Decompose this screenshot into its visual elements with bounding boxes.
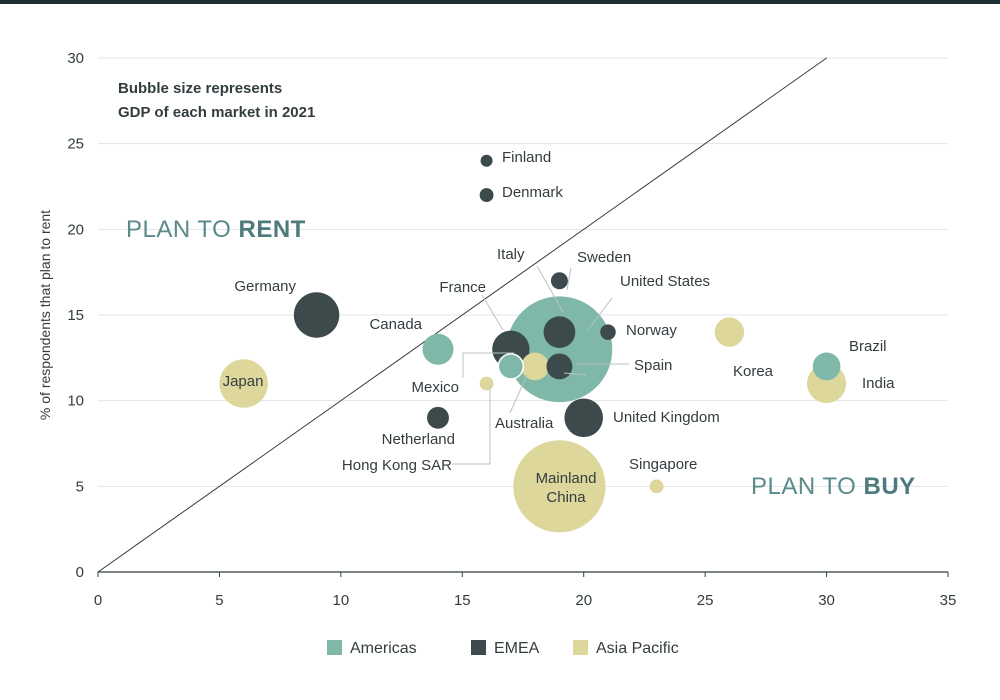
leader-line-5 xyxy=(462,352,514,378)
x-tick-label-15: 15 xyxy=(454,592,471,609)
leader-lines xyxy=(452,265,629,465)
data-label-germany: Germany xyxy=(234,278,296,295)
data-label-united-kingdom: United Kingdom xyxy=(613,409,720,426)
region-buy-strong: BUY xyxy=(864,473,916,500)
top-rule xyxy=(0,0,1000,4)
y-axis-label: % of respondents that plan to rent xyxy=(37,210,53,420)
legend: Americas EMEA Asia Pacific xyxy=(327,640,679,657)
legend-label-asia-pacific: Asia Pacific xyxy=(596,640,679,657)
bubble-mainland-china xyxy=(513,440,606,533)
bubbles xyxy=(219,154,847,533)
legend-label-emea: EMEA xyxy=(494,640,540,657)
data-label-part: China xyxy=(546,489,586,506)
data-label-korea: Korea xyxy=(733,363,774,380)
y-tick-label-30: 30 xyxy=(67,50,84,67)
bubble-netherland xyxy=(427,406,449,429)
x-tick-label-35: 35 xyxy=(940,592,957,609)
x-tick-label-10: 10 xyxy=(333,592,350,609)
region-label-rent: PLAN TO RENT xyxy=(126,216,306,243)
note-line-2: GDP of each market in 2021 xyxy=(118,104,315,121)
bubble-united-kingdom xyxy=(564,398,604,438)
data-label-italy: Italy xyxy=(497,246,525,263)
data-label-france: France xyxy=(439,279,486,296)
y-tick-label-5: 5 xyxy=(76,478,84,495)
data-label-denmark: Denmark xyxy=(502,184,563,201)
axes: 0 5 10 15 20 25 30 0 5 10 15 20 25 30 35 xyxy=(67,50,956,609)
diagonal-y-equals-x xyxy=(97,57,827,573)
x-tick-label-0: 0 xyxy=(94,592,102,609)
region-rent-prefix: PLAN TO xyxy=(126,216,239,243)
bubble-korea xyxy=(714,317,745,347)
leader-line-3 xyxy=(481,294,504,331)
note-line-1: Bubble size represents xyxy=(118,80,282,97)
bubble-singapore xyxy=(649,479,664,494)
bubble-denmark xyxy=(479,188,494,202)
bubble-mexico xyxy=(497,353,525,380)
bubble-finland xyxy=(480,154,493,167)
region-buy-prefix: PLAN TO xyxy=(751,473,864,500)
leader-line-6 xyxy=(509,374,528,414)
data-label-spain: Spain xyxy=(634,357,672,374)
y-tick-label-0: 0 xyxy=(76,564,84,581)
data-label-united-states: United States xyxy=(620,273,710,290)
y-tick-label-25: 25 xyxy=(67,136,84,153)
legend-label-americas: Americas xyxy=(350,640,417,657)
data-label-japan: Japan xyxy=(223,373,264,390)
data-label-canada: Canada xyxy=(369,316,422,333)
y-tick-label-10: 10 xyxy=(67,393,84,410)
leader-line-8 xyxy=(563,372,587,376)
bubble-sweden xyxy=(550,272,568,290)
legend-swatch-emea xyxy=(471,640,486,655)
x-tick-label-5: 5 xyxy=(215,592,223,609)
leader-line-1 xyxy=(566,267,572,291)
data-label-singapore: Singapore xyxy=(629,456,697,473)
y-tick-label-15: 15 xyxy=(67,307,84,324)
bubble-brazil xyxy=(812,352,841,381)
legend-swatch-americas xyxy=(327,640,342,655)
leader-line-2 xyxy=(587,297,613,331)
diagonal-line xyxy=(97,57,827,573)
data-label-mainland-china: Mainland China xyxy=(536,470,597,506)
bubble-norway xyxy=(600,324,616,340)
data-label-india: India xyxy=(862,375,895,392)
x-tick-label-25: 25 xyxy=(697,592,714,609)
data-label-sweden: Sweden xyxy=(577,249,631,266)
y-tick-label-20: 20 xyxy=(67,221,84,238)
bubble-spain xyxy=(546,353,573,380)
bubble-canada xyxy=(422,333,454,365)
data-label-australia: Australia xyxy=(495,415,554,432)
leader-line-7 xyxy=(452,386,491,465)
data-label-finland: Finland xyxy=(502,149,551,166)
data-label-norway: Norway xyxy=(626,322,677,339)
bubble-australia xyxy=(521,352,549,381)
x-tick-label-30: 30 xyxy=(818,592,835,609)
x-tick-label-20: 20 xyxy=(575,592,592,609)
bubble-germany xyxy=(293,292,340,338)
region-rent-strong: RENT xyxy=(239,216,306,243)
data-label-brazil: Brazil xyxy=(849,338,887,355)
region-label-buy: PLAN TO BUY xyxy=(751,473,916,500)
data-label-part: Mainland xyxy=(536,470,597,487)
data-label-hong-kong-sar: Hong Kong SAR xyxy=(342,457,452,474)
legend-swatch-asia-pacific xyxy=(573,640,588,655)
bubble-japan xyxy=(219,359,268,408)
bubble-hong-kong-sar xyxy=(479,376,494,391)
leader-line-0 xyxy=(536,265,564,313)
grid xyxy=(98,57,948,487)
bubble-labels: United States Mainland China Japan Germany In… xyxy=(223,149,896,506)
data-label-mexico: Mexico xyxy=(411,379,459,396)
data-label-netherland: Netherland xyxy=(382,431,455,448)
bubble-italy xyxy=(543,316,576,349)
